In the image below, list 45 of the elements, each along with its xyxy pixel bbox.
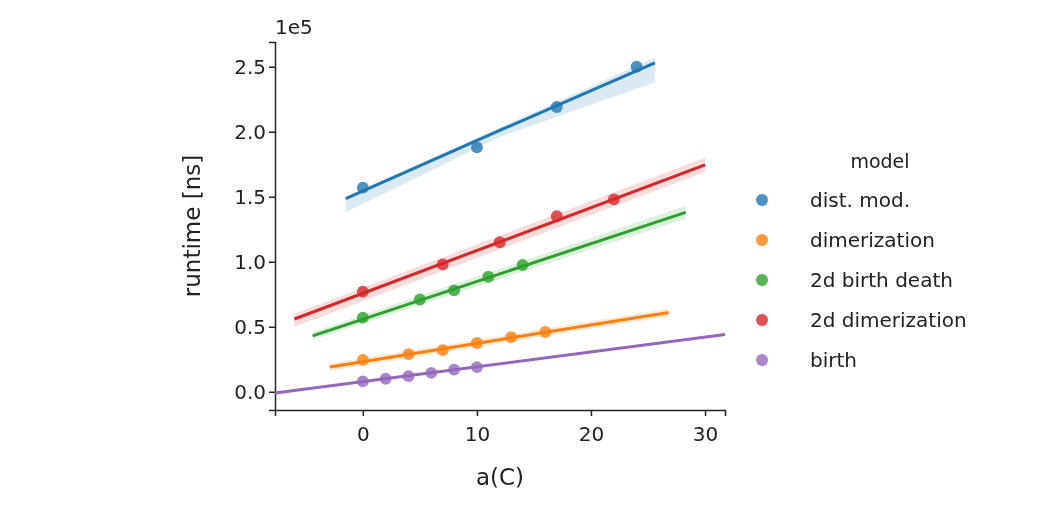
x-axis-title: a(C) [475, 464, 525, 490]
point [505, 331, 518, 344]
point [448, 363, 460, 376]
legend-title: model [850, 150, 910, 172]
point [356, 181, 369, 194]
y-axis-title: runtime [ns] [179, 154, 205, 298]
point [356, 375, 369, 388]
point [470, 141, 483, 154]
text: 1e5 [275, 15, 313, 39]
legend-label: birth [810, 348, 857, 372]
point [448, 284, 460, 297]
y-tick-label: 1.5 [234, 184, 266, 209]
point [356, 354, 369, 366]
point [436, 344, 449, 357]
y-tick-label: 2.0 [234, 119, 266, 144]
point [539, 326, 552, 338]
point [516, 259, 529, 271]
point [607, 193, 620, 206]
point [630, 60, 643, 73]
point [436, 258, 449, 271]
x-tick-label: 10 [464, 422, 491, 446]
x-tick-label: 0 [356, 422, 370, 446]
point [470, 361, 483, 373]
y-tick-label: 0.5 [234, 314, 266, 339]
y-tick-label: 2.5 [234, 54, 266, 79]
x-tick-label: 20 [578, 422, 605, 446]
point [413, 293, 426, 306]
y-tick-label: 0.0 [234, 379, 266, 404]
point [470, 337, 483, 349]
point [379, 372, 392, 385]
point [356, 311, 369, 324]
legend-label: dimerization [810, 228, 935, 252]
legend-label: 2d dimerization [810, 308, 967, 332]
point [550, 210, 563, 223]
legend-label: 2d birth death [810, 268, 953, 292]
point [402, 348, 415, 360]
x-tick-label: 30 [692, 422, 719, 446]
point [493, 236, 506, 249]
point [356, 285, 369, 298]
point [425, 367, 438, 379]
point [550, 101, 563, 113]
legend-label: dist. mod. [810, 188, 910, 212]
point [402, 370, 415, 383]
y-tick-label: 1.0 [234, 249, 266, 274]
point [482, 270, 495, 283]
